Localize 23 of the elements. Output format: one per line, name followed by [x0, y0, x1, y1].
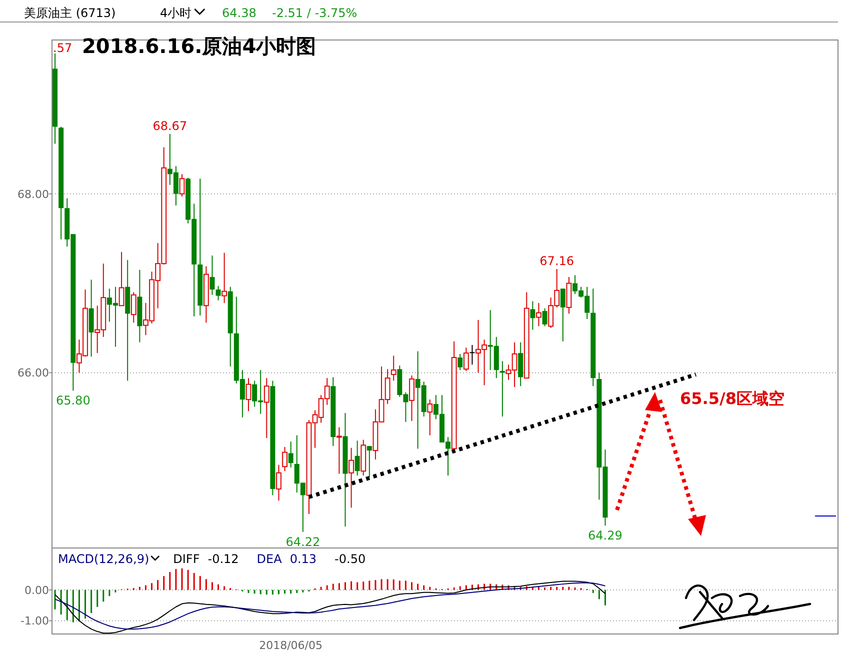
- annotation: -0.50: [334, 552, 366, 566]
- y-tick-label: 0.00: [24, 584, 49, 597]
- text: 美原油主 (6713): [24, 6, 116, 20]
- annotation: -0.12: [208, 552, 239, 566]
- annotation: 68.67: [152, 118, 188, 133]
- y-tick-label: 68.00: [18, 188, 49, 201]
- text: 4小时: [160, 6, 192, 20]
- annotation: 0.13: [290, 552, 317, 566]
- annotation: 65.80: [56, 394, 90, 408]
- annotation: MACD(12,26,9): [58, 552, 150, 566]
- annotation: 67.16: [540, 254, 574, 268]
- annotation: 64.29: [588, 528, 622, 543]
- annotation: 65.5/8区域空: [680, 389, 784, 408]
- chart-title: 2018.6.16.原油4小时图: [82, 34, 316, 58]
- y-tick-label: -1.00: [20, 614, 49, 628]
- legend-label: DIFF: [173, 552, 200, 566]
- text: DEA: [256, 552, 283, 566]
- annotation: 64.22: [286, 534, 320, 549]
- y-tick-label: 66.00: [18, 366, 49, 380]
- text: 64.38: [222, 6, 256, 20]
- x-tick-label: 2018/06/05: [259, 639, 323, 652]
- text: -2.51 / -3.75%: [272, 6, 358, 20]
- annotation: .57: [53, 41, 72, 55]
